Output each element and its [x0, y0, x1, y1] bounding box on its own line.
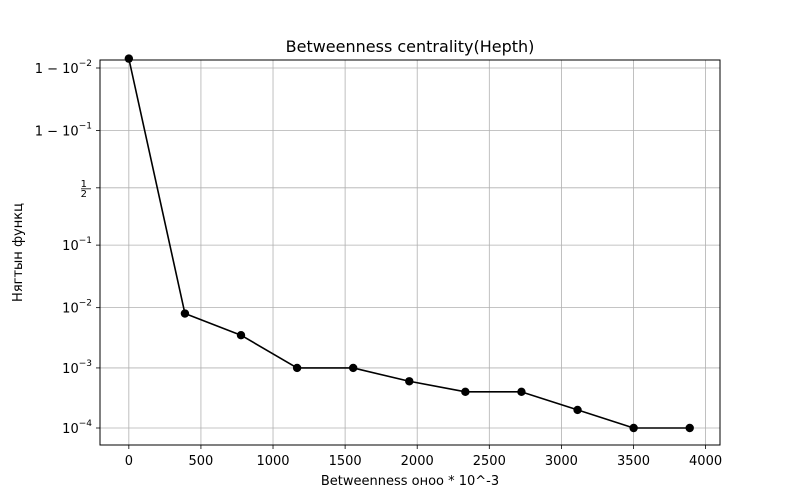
x-tick-label: 1000	[256, 454, 289, 469]
x-tick-label: 3000	[545, 454, 578, 469]
grid	[100, 60, 720, 445]
data-point	[180, 309, 190, 318]
data-point	[517, 387, 526, 397]
x-tick-label: 1500	[329, 454, 362, 469]
data-point	[348, 363, 358, 373]
y-tick-label: 10−4	[62, 419, 92, 437]
data-point	[629, 423, 638, 433]
y-axis: 10−4 10−3 10−2 10−1 1 2 1 − 10−1 1 − 10−2	[35, 59, 100, 437]
x-tick-label: 2500	[473, 454, 506, 469]
x-tick-label: 4000	[689, 454, 722, 469]
x-axis-label: Betweenness оноо * 10^-3	[321, 474, 499, 489]
y-tick-label: 10−1	[62, 236, 92, 254]
series-line	[128, 58, 690, 429]
y-tick-label: 10−3	[62, 359, 92, 377]
chart-title: Betweenness centrality(Hepth)	[286, 37, 535, 56]
y-tick-label: 10−2	[62, 299, 92, 317]
y-axis-label: Нягтын функц	[11, 203, 26, 302]
x-tick-label: 0	[125, 454, 133, 469]
data-point	[124, 54, 134, 63]
x-tick-label: 500	[189, 454, 214, 469]
data-point	[292, 363, 302, 373]
data-point	[461, 387, 470, 397]
data-point	[573, 405, 582, 415]
y-tick-label: 1 − 10−2	[35, 59, 92, 77]
data-point	[685, 423, 694, 433]
data-point	[405, 377, 414, 386]
x-tick-label: 2000	[401, 454, 434, 469]
series-layer	[124, 54, 694, 433]
x-tick-label: 3500	[617, 454, 650, 469]
plot-frame	[99, 59, 721, 446]
data-point	[236, 330, 246, 340]
x-axis: 0 500 1000 1500 2000 2500 3000 3500 4000	[125, 445, 722, 469]
y-tick-label: 1 − 10−1	[35, 122, 92, 140]
